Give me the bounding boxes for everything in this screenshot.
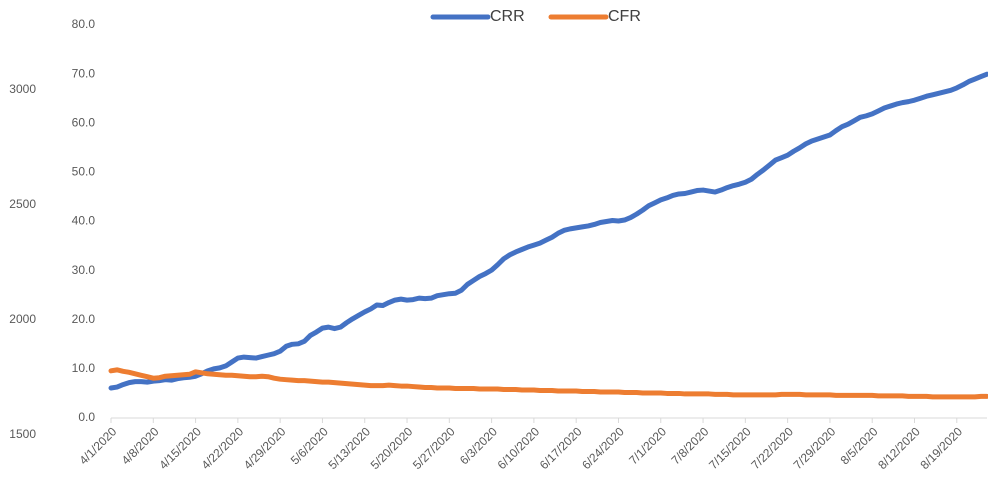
- x-tick-label: 8/12/2020: [875, 424, 923, 472]
- y-tick-label: 0.0: [78, 410, 95, 424]
- y-tick-label: 20.0: [72, 312, 96, 326]
- y-tick-label: 60.0: [72, 115, 96, 129]
- x-tick-label: 7/8/2020: [668, 424, 711, 467]
- x-tick-label: 7/29/2020: [791, 424, 839, 472]
- legend-label: CRR: [490, 8, 525, 25]
- x-tick-label: 6/10/2020: [495, 424, 543, 472]
- y2-tick-label: 2000: [9, 312, 36, 326]
- line-series: [108, 367, 988, 400]
- x-tick-label: 5/13/2020: [325, 424, 373, 472]
- x-tick-label: 5/20/2020: [368, 424, 416, 472]
- x-tick-label: 6/17/2020: [537, 424, 585, 472]
- y-tick-label: 40.0: [72, 214, 96, 228]
- x-tick-label: 4/15/2020: [156, 424, 204, 472]
- x-tick-label: 5/27/2020: [410, 424, 458, 472]
- y-tick-label: 80.0: [72, 17, 96, 31]
- y2-tick-label: 2500: [9, 197, 36, 211]
- legend-label: CFR: [608, 8, 641, 25]
- x-tick-label: 6/3/2020: [457, 424, 500, 467]
- line-series: [108, 71, 988, 391]
- y-tick-label: 30.0: [72, 263, 96, 277]
- y-tick-label: 10.0: [72, 361, 96, 375]
- x-tick-label: 4/29/2020: [241, 424, 289, 472]
- x-tick-label: 4/8/2020: [119, 424, 162, 467]
- x-tick-label: 7/15/2020: [706, 424, 754, 472]
- y-tick-label: 50.0: [72, 165, 96, 179]
- y2-tick-label: 1500: [9, 427, 36, 441]
- x-tick-label: 4/22/2020: [199, 424, 247, 472]
- x-tick-label: 6/24/2020: [579, 424, 627, 472]
- x-tick-label: 8/19/2020: [918, 424, 966, 472]
- y-tick-label: 70.0: [72, 66, 96, 80]
- y2-tick-label: 3000: [9, 82, 36, 96]
- x-tick-label: 4/1/2020: [76, 424, 119, 467]
- x-tick-label: 7/1/2020: [626, 424, 669, 467]
- x-tick-label: 8/5/2020: [838, 424, 881, 467]
- x-tick-label: 7/22/2020: [748, 424, 796, 472]
- x-tick-label: 5/6/2020: [288, 424, 331, 467]
